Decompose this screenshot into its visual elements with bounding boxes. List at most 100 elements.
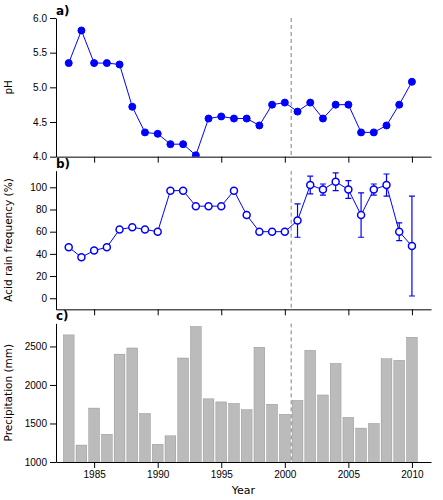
bar xyxy=(394,360,405,462)
x-tick-mark xyxy=(285,157,286,163)
error-bar xyxy=(409,196,415,296)
y-tick: 20 xyxy=(36,271,56,282)
y-tick: 5.0 xyxy=(33,82,56,93)
point xyxy=(205,115,212,122)
bar xyxy=(330,363,341,462)
x-tick: 2005 xyxy=(338,462,361,480)
point xyxy=(370,186,377,193)
point xyxy=(154,228,161,235)
bar xyxy=(254,347,265,462)
y-tick-label: 2000 xyxy=(25,380,48,391)
point xyxy=(116,226,123,233)
x-tick-mark xyxy=(221,309,222,315)
point xyxy=(230,115,237,122)
y-tick-label: 4.5 xyxy=(33,117,47,128)
bar xyxy=(152,444,163,462)
point xyxy=(294,108,301,115)
panel-label: b) xyxy=(56,157,70,171)
error-bar xyxy=(333,173,339,191)
x-tick: 1995 xyxy=(211,462,234,480)
point xyxy=(78,254,85,261)
bar xyxy=(241,410,252,462)
point xyxy=(358,212,365,219)
y-tick: 2000 xyxy=(25,380,56,391)
x-tick-label: 2005 xyxy=(338,469,361,480)
error-bar-cap xyxy=(358,237,364,238)
y-tick-label: 5.0 xyxy=(33,82,47,93)
panel-label: c) xyxy=(56,309,69,323)
point xyxy=(408,78,415,85)
point xyxy=(129,103,136,110)
point xyxy=(91,247,98,254)
error-bar-cap xyxy=(295,203,301,204)
bar xyxy=(178,358,189,462)
point xyxy=(370,129,377,136)
x-tick xyxy=(94,309,95,315)
error-bar xyxy=(358,193,364,237)
x-axis-line xyxy=(57,462,432,463)
y-tick: 5.5 xyxy=(33,47,56,58)
y-tick: 6.0 xyxy=(33,13,56,24)
y-tick-label: 60 xyxy=(36,226,48,237)
point xyxy=(192,203,199,210)
x-axis-line xyxy=(57,157,432,158)
error-bar-cap xyxy=(345,198,351,199)
error-bar-cap xyxy=(384,196,390,197)
error-bar-cap xyxy=(320,194,326,195)
bar xyxy=(76,445,87,462)
x-tick xyxy=(412,309,413,315)
point xyxy=(103,244,110,251)
y-axis-line xyxy=(56,324,57,463)
y-tick: 60 xyxy=(36,226,56,237)
y-tick: 1500 xyxy=(25,418,56,429)
point xyxy=(180,187,187,194)
y-tick-label: 0 xyxy=(41,293,47,304)
x-tick-mark xyxy=(348,157,349,163)
point xyxy=(218,113,225,120)
x-tick-mark xyxy=(158,462,159,468)
y-tick-label: 2500 xyxy=(25,341,48,352)
point xyxy=(116,61,123,68)
y-tick-mark xyxy=(50,187,56,188)
bar xyxy=(165,436,176,462)
bar xyxy=(216,402,227,462)
x-tick-mark xyxy=(285,309,286,315)
y-tick-label: 1000 xyxy=(25,457,48,468)
point xyxy=(408,243,415,250)
point xyxy=(256,228,263,235)
bar xyxy=(229,403,240,462)
y-tick-label: 6.0 xyxy=(33,13,47,24)
y-tick: 1000 xyxy=(25,457,56,468)
x-tick-mark xyxy=(412,157,413,163)
y-axis-line xyxy=(56,19,57,158)
point xyxy=(167,187,174,194)
point xyxy=(307,182,314,189)
y-tick-label: 40 xyxy=(36,249,48,260)
y-axis-title: pH xyxy=(2,80,14,95)
y-tick-mark xyxy=(50,18,56,19)
x-axis-line xyxy=(57,309,432,310)
bar xyxy=(127,348,138,462)
bar xyxy=(318,395,329,462)
x-tick xyxy=(158,309,159,315)
error-bar-cap xyxy=(409,295,415,296)
y-tick-label: 80 xyxy=(36,204,48,215)
bar xyxy=(356,428,367,462)
error-bar-cap xyxy=(358,192,364,193)
point xyxy=(256,122,263,129)
x-tick-mark xyxy=(285,462,286,468)
y-tick: 2500 xyxy=(25,341,56,352)
x-tick xyxy=(348,157,349,163)
error-bar-cap xyxy=(384,173,390,174)
x-tick-mark xyxy=(412,462,413,468)
bar xyxy=(407,337,418,462)
x-tick xyxy=(285,157,286,163)
x-tick-label: 1995 xyxy=(211,469,234,480)
point xyxy=(332,178,339,185)
x-tick xyxy=(412,157,413,163)
point xyxy=(319,186,326,193)
y-tick-label: 100 xyxy=(30,182,47,193)
point xyxy=(281,228,288,235)
point xyxy=(103,60,110,67)
y-axis-title: Precipitation (mm) xyxy=(2,344,14,442)
